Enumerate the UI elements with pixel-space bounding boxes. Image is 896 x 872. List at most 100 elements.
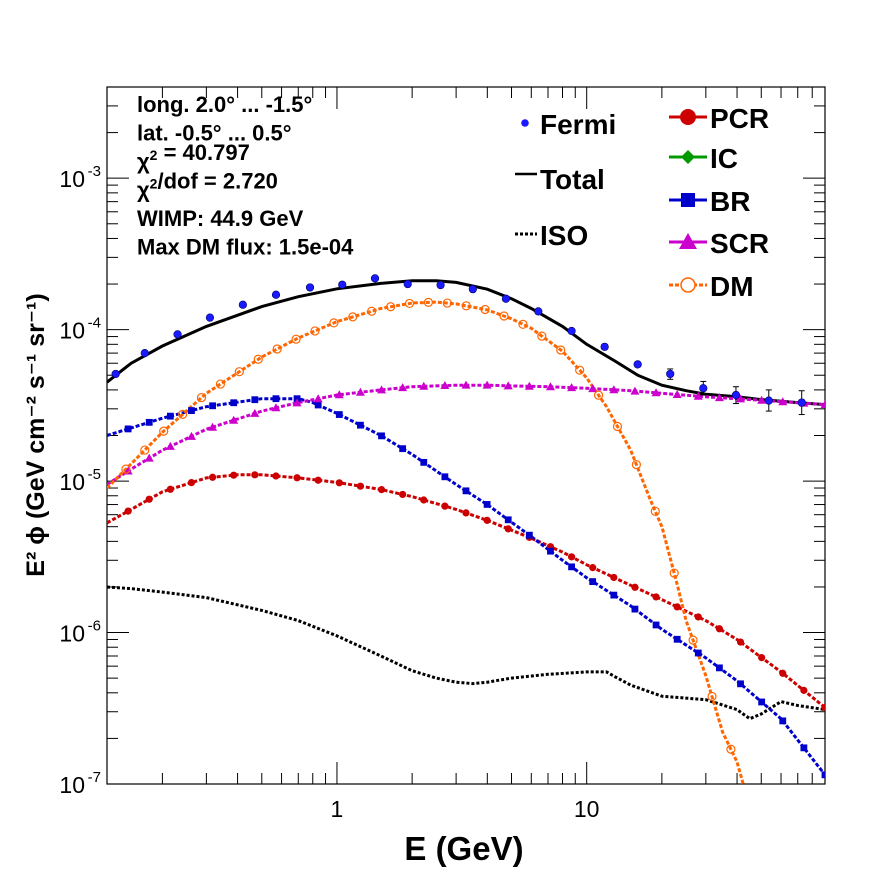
fermi-point: [370, 274, 380, 283]
series-br-marker: [631, 605, 639, 613]
series-br-marker: [716, 664, 723, 672]
legend-label: Total: [540, 164, 605, 195]
series-br-marker: [209, 402, 216, 410]
annotation-line: χ2/dof = 2.720: [137, 169, 278, 203]
series-dm-marker: [140, 445, 150, 455]
y-tick-exponent: -6: [88, 618, 101, 635]
series-scr-marker: [334, 390, 344, 399]
series-dm-marker: [612, 421, 623, 432]
fermi-point: [205, 313, 215, 322]
plot-frame: [106, 86, 826, 785]
y-tick-label: 10: [59, 621, 85, 647]
series-br-marker: [462, 487, 470, 495]
series-dm-line: [107, 300, 745, 784]
series-pcr-marker: [251, 471, 259, 479]
series-pcr-marker: [631, 583, 639, 591]
fermi-point: [305, 283, 315, 292]
series-pcr-marker: [272, 472, 280, 480]
series-br-marker: [251, 396, 259, 404]
series-dm-marker: [556, 345, 566, 355]
series-br-marker: [568, 563, 575, 571]
series-dm-marker: [669, 568, 679, 578]
fermi-point: [633, 360, 642, 369]
legend-label: SCR: [710, 228, 769, 259]
fermi-point: [731, 390, 741, 400]
series-br-marker: [188, 407, 195, 414]
annotations: long. 2.0° ... -1.5°lat. -0.5° ... 0.5°χ…: [137, 92, 354, 260]
series-br-marker: [652, 621, 660, 629]
series-br-marker: [737, 680, 744, 688]
fermi-point: [238, 300, 247, 309]
series-scr-marker: [651, 388, 661, 397]
fermi-point: [699, 384, 708, 393]
series-scr-marker: [419, 381, 429, 390]
series-scr-marker: [736, 394, 746, 403]
series-br-marker: [525, 531, 533, 539]
series-pcr-line: [107, 473, 825, 709]
markers: [121, 297, 825, 779]
series-scr-line: [107, 383, 825, 486]
series-br-marker: [758, 698, 766, 706]
series-dm-marker: [537, 331, 547, 341]
y-tick-label: 10: [59, 469, 85, 495]
series-pcr-marker: [694, 613, 702, 621]
series-dm-marker: [310, 326, 320, 336]
fermi-point: [140, 348, 149, 358]
series-pcr-marker: [335, 479, 343, 487]
series-scr-marker: [609, 385, 619, 394]
series-pcr-marker: [589, 564, 597, 572]
series-dm-marker: [518, 319, 528, 329]
series-br-marker: [673, 635, 681, 643]
fermi-point: [567, 326, 576, 336]
legend-br-marker: [681, 193, 695, 207]
annotation-line: Max DM flux: 1.5e-04: [137, 235, 354, 260]
series-scr-marker: [271, 403, 281, 412]
series-br-marker: [800, 744, 808, 752]
series-pcr-marker: [800, 686, 808, 694]
series-scr-marker: [144, 453, 154, 462]
series-pcr-marker: [230, 471, 238, 479]
series-dm-marker: [499, 311, 509, 321]
series-scr-marker: [757, 395, 767, 404]
series-scr-marker: [778, 397, 788, 406]
series-pcr-marker: [483, 516, 491, 524]
series-scr-marker: [208, 422, 218, 431]
series-br-marker: [145, 418, 153, 426]
fermi-point: [764, 396, 773, 405]
fermi-point: [468, 285, 477, 294]
legend-label: ISO: [540, 220, 588, 251]
series-br-marker: [589, 578, 597, 586]
series-dm-marker: [159, 426, 169, 436]
series-dm-marker: [329, 318, 339, 328]
series-pcr-marker: [673, 603, 681, 611]
series-pcr-marker: [736, 638, 745, 646]
series-total-line: [107, 279, 825, 407]
y-tick-label: 10: [59, 318, 85, 344]
series-br-marker: [378, 432, 385, 440]
series-br-marker: [821, 771, 825, 779]
series-pcr-marker: [441, 502, 449, 510]
series-br-marker: [124, 425, 132, 433]
series-pcr-marker: [779, 669, 787, 677]
series-dm-marker: [726, 744, 736, 754]
series-dm-marker: [121, 464, 131, 474]
legend-label: IC: [710, 143, 738, 174]
fermi-point: [797, 398, 806, 407]
series-scr-marker: [229, 415, 239, 424]
y-tick-exponent: -7: [88, 769, 101, 786]
curves: [107, 279, 825, 784]
series-dm-marker: [442, 298, 452, 308]
y-tick-exponent: -3: [88, 163, 101, 180]
legend-left: Fermi Total ISO: [515, 109, 616, 251]
series-pcr-marker: [356, 482, 365, 490]
series-scr-marker: [567, 383, 577, 392]
fermi-point: [501, 294, 511, 303]
series-scr-marker: [545, 382, 555, 391]
y-tick-exponent: -5: [88, 466, 101, 483]
series-pcr-marker: [377, 486, 386, 494]
series-dm-marker: [461, 301, 471, 311]
series-dm-marker: [348, 312, 358, 322]
series-br-marker: [399, 445, 407, 453]
